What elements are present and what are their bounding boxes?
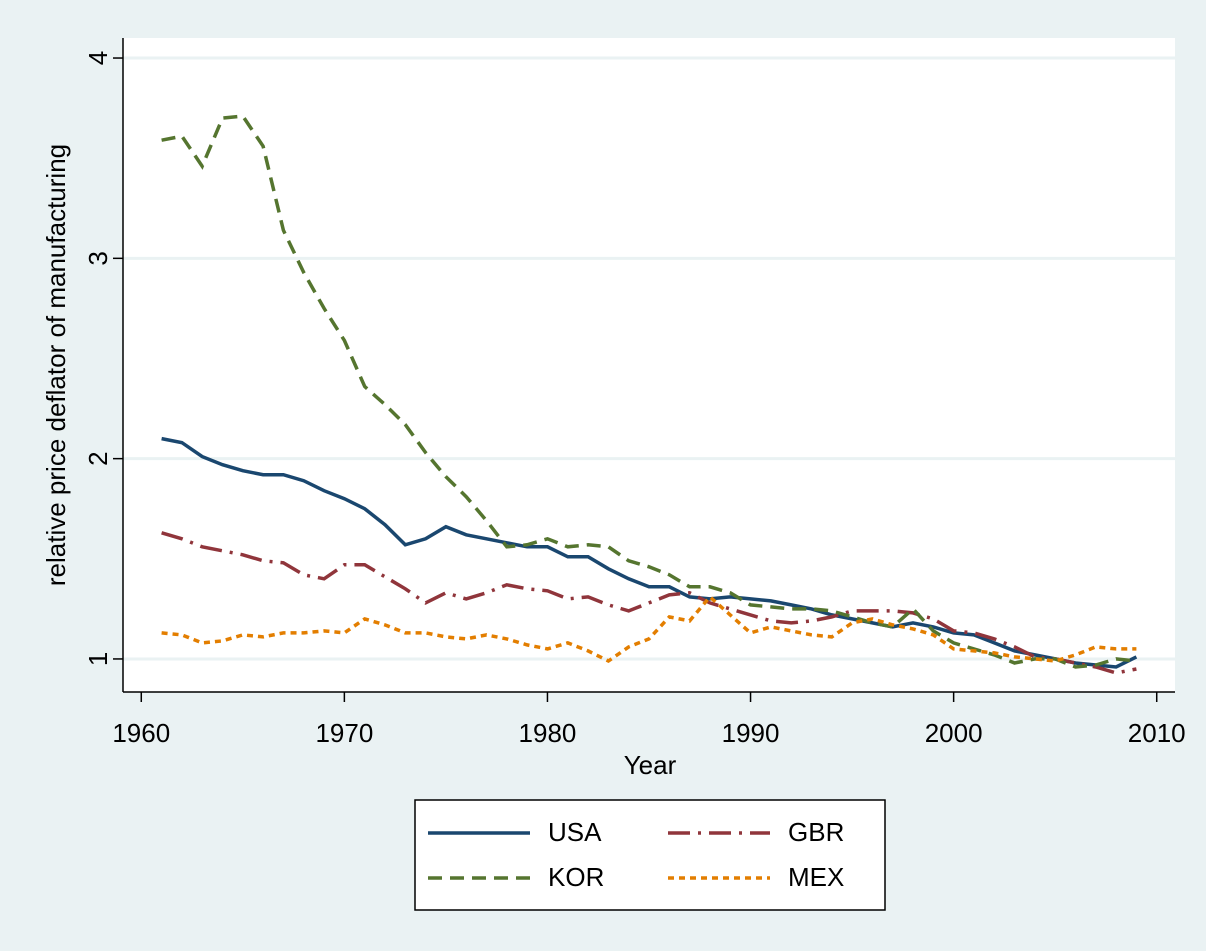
legend-label: KOR: [548, 862, 604, 892]
y-tick-label: 2: [83, 451, 113, 465]
x-tick-label: 2000: [925, 718, 983, 748]
x-tick-label: 1960: [112, 718, 170, 748]
x-tick-label: 1990: [722, 718, 780, 748]
y-tick-label: 1: [83, 652, 113, 666]
x-axis-title: Year: [624, 750, 677, 780]
x-tick-label: 1970: [315, 718, 373, 748]
legend-label: USA: [548, 817, 602, 847]
x-tick-label: 2010: [1128, 718, 1186, 748]
y-tick-label: 4: [83, 51, 113, 65]
legend-box: [414, 799, 886, 911]
y-axis-title: relative price deflator of manufacturing: [41, 144, 71, 586]
legend-label: MEX: [788, 862, 844, 892]
line-series: [161, 531, 1137, 675]
line-series: [161, 594, 1137, 664]
plot-area: [123, 38, 1175, 692]
x-tick-label: 1980: [519, 718, 577, 748]
line-series: [161, 114, 1137, 669]
y-tick-label: 3: [83, 251, 113, 265]
line-series: [161, 436, 1138, 669]
legend-label: GBR: [788, 817, 844, 847]
